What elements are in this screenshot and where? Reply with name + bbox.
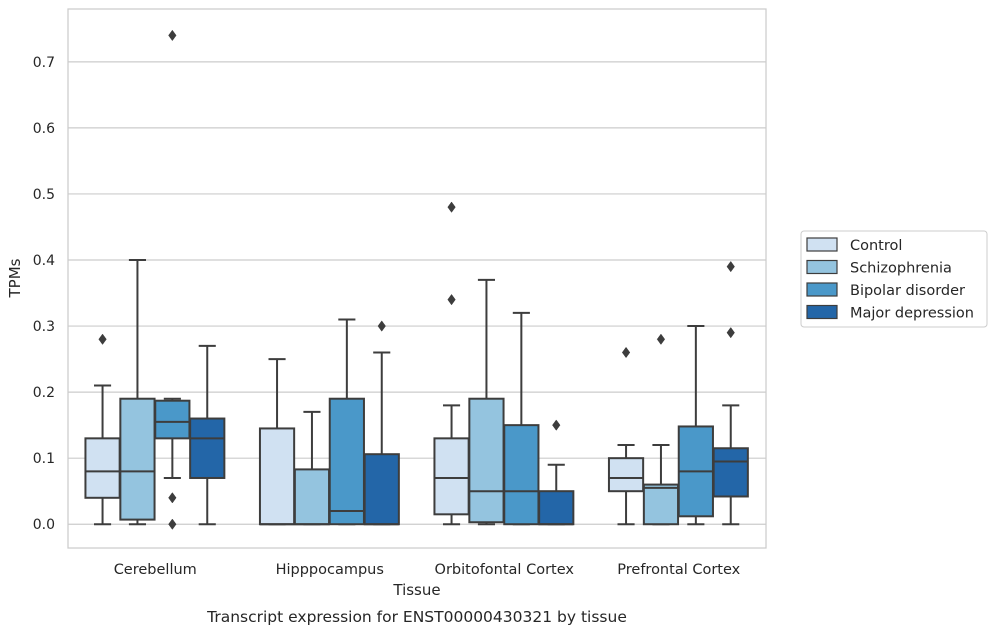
box-body (642, 483, 680, 526)
box (503, 311, 540, 526)
box (154, 29, 191, 530)
box (189, 344, 226, 526)
series-schizophrenia (119, 259, 680, 526)
outlier-point (656, 333, 666, 345)
legend-item: Bipolar disorder (806, 282, 965, 299)
box-body (119, 397, 156, 521)
box (363, 320, 400, 526)
box-body (433, 437, 470, 516)
legend-items: Control Schizophrenia Bipolar disorder Majo… (806, 237, 974, 322)
box (468, 278, 505, 526)
box (607, 346, 645, 526)
box-body (538, 490, 575, 526)
box-body (293, 468, 331, 526)
legend-swatch (806, 304, 838, 320)
outlier-point (447, 201, 456, 213)
plot-area-frame (67, 8, 767, 549)
outlier-point (726, 327, 735, 339)
box (642, 333, 680, 526)
box (538, 419, 575, 526)
outlier-point (168, 492, 177, 504)
outlier-point (726, 260, 735, 273)
gridlines (68, 61, 766, 525)
series-bipolar-disorder (154, 29, 714, 530)
y-tick-label: 0.3 (33, 319, 55, 335)
outlier-point (98, 333, 107, 345)
box-body (607, 457, 645, 493)
box-body (468, 397, 505, 524)
x-axis-ticks: Cerebellum Hipppocampus Orbitofontal Corte… (114, 562, 741, 578)
series-major-depression (189, 260, 749, 526)
outlier-point (621, 346, 631, 359)
legend-item: Schizophrenia (806, 259, 952, 277)
y-tick-label: 0.4 (33, 253, 55, 269)
x-tick-label: Hipppocampus (276, 562, 384, 578)
legend-label: Schizophrenia (850, 261, 952, 277)
box (712, 260, 749, 526)
chart-title: Transcript expression for ENST0000043032… (206, 608, 627, 626)
box (677, 325, 714, 526)
legend-label: Bipolar disorder (850, 283, 965, 299)
box (328, 318, 365, 526)
legend-label: Control (850, 238, 902, 254)
x-axis-label: Tissue (392, 581, 440, 599)
box-body (712, 447, 749, 498)
legend-swatch (806, 282, 838, 297)
series-control (84, 201, 645, 526)
y-tick-label: 0.1 (33, 451, 55, 467)
legend-frame (800, 230, 988, 328)
y-axis-label: TPMs (6, 258, 24, 298)
legend-item: Control (806, 237, 902, 254)
box-body (363, 453, 400, 526)
y-tick-label: 0.2 (33, 385, 55, 401)
x-tick-label: Orbitofontal Cortex (435, 562, 575, 578)
y-axis-ticks: 0.0 0.1 0.2 0.3 0.4 0.5 0.6 0.7 (33, 55, 55, 533)
legend-label: Major depression (850, 306, 974, 322)
outlier-point (552, 419, 561, 431)
legend: Control Schizophrenia Bipolar disorder Majo… (800, 230, 988, 328)
x-tick-label: Cerebellum (114, 562, 197, 578)
box-body (328, 397, 365, 526)
outlier-point (168, 518, 177, 530)
y-tick-label: 0.0 (33, 517, 55, 533)
legend-item: Major depression (806, 304, 974, 322)
box (84, 333, 121, 526)
box-body (258, 427, 296, 526)
box-body (154, 399, 191, 440)
legend-swatch (806, 259, 838, 275)
y-tick-label: 0.6 (33, 121, 55, 137)
legend-swatch (806, 237, 838, 252)
box (119, 259, 156, 526)
y-tick-label: 0.7 (33, 55, 55, 71)
box (433, 201, 470, 526)
outlier-point (377, 320, 386, 332)
box-body (503, 424, 540, 526)
box-body (84, 437, 121, 499)
box (293, 410, 331, 526)
y-tick-label: 0.5 (33, 187, 55, 203)
outlier-point (168, 29, 177, 42)
box-body (189, 417, 226, 479)
x-tick-label: Prefrontal Cortex (617, 562, 740, 578)
box-series (84, 29, 749, 530)
box (258, 358, 296, 526)
outlier-point (447, 294, 456, 306)
